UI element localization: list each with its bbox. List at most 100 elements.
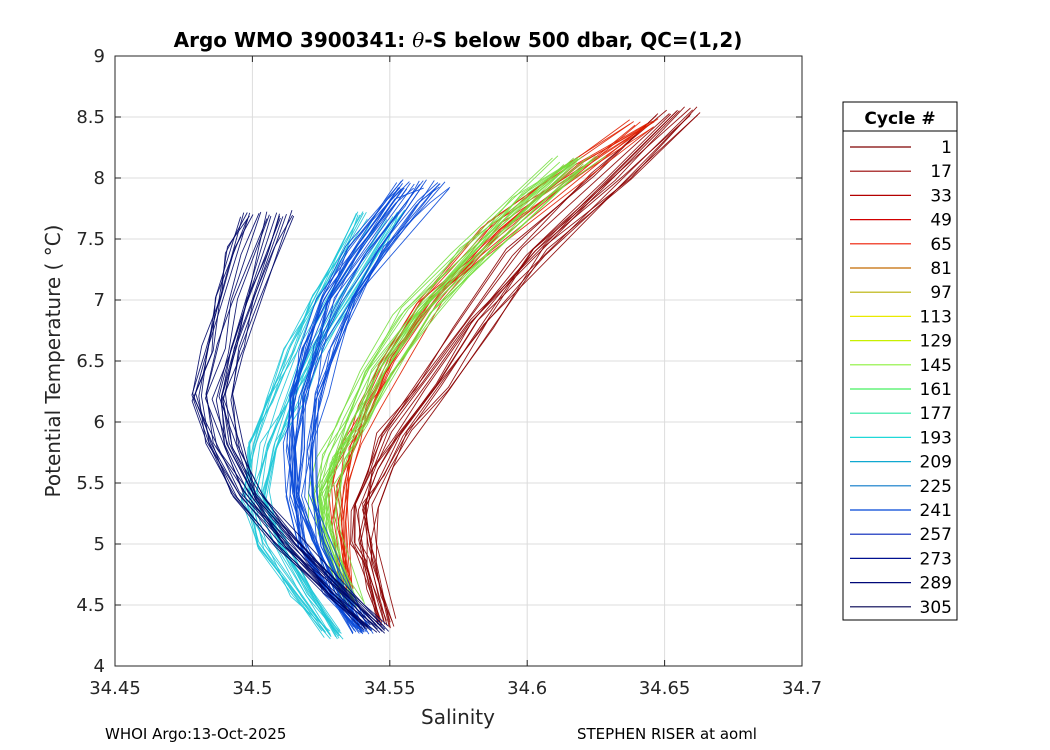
profile-line: [354, 113, 672, 621]
profile-line: [364, 106, 685, 622]
legend-title: Cycle #: [864, 109, 935, 129]
x-tick-label: 34.65: [639, 678, 691, 699]
profile-line: [240, 217, 356, 632]
y-tick-label: 7.5: [76, 229, 105, 250]
profile-line: [191, 216, 369, 628]
legend-entry-label: 241: [920, 501, 952, 521]
profile-line: [375, 112, 701, 629]
legend-entry-label: 257: [920, 525, 952, 545]
chart-title: Argo WMO 3900341: θ-S below 500 dbar, QC…: [174, 28, 743, 52]
profile-line: [243, 214, 359, 635]
legend-entry-label: 33: [930, 186, 952, 206]
x-axis-label: Salinity: [421, 705, 495, 729]
x-tick-label: 34.5: [232, 678, 272, 699]
x-tick-label: 34.7: [782, 678, 822, 699]
profile-line: [358, 110, 677, 625]
x-tick-labels: 34.45 34.5 34.55 34.6 34.65 34.7: [89, 678, 822, 699]
legend-entry-label: 49: [930, 211, 952, 231]
legend-entry-label: 113: [920, 307, 952, 327]
legend-entry-label: 1: [941, 138, 952, 158]
profile-line: [260, 215, 396, 640]
profile-line: [225, 213, 386, 628]
series-group: [307, 155, 607, 610]
legend-entry-label: 209: [920, 453, 952, 473]
footer-right: STEPHEN RISER at aoml: [577, 725, 757, 743]
series-group: [282, 179, 451, 635]
profile-line: [337, 123, 647, 591]
y-tick-label: 7: [94, 290, 105, 311]
profile-line: [232, 213, 386, 634]
profile-line: [354, 115, 657, 626]
y-tick-label: 8.5: [76, 107, 105, 128]
profile-line: [232, 210, 389, 627]
profile-line: [365, 109, 694, 621]
profile-line: [312, 164, 565, 608]
series-group: [350, 106, 701, 629]
footer-left: WHOI Argo:13-Oct-2025: [105, 725, 287, 743]
x-tick-label: 34.55: [364, 678, 416, 699]
profile-line: [222, 216, 381, 626]
profile-line: [311, 185, 438, 629]
profile-line: [325, 155, 591, 603]
plot-frame: [114, 55, 803, 667]
profile-line: [294, 182, 411, 631]
legend-entry-label: 273: [920, 549, 952, 569]
profile-line: [323, 162, 578, 601]
profile-line: [220, 212, 378, 630]
profile-line: [222, 214, 383, 632]
legend-entry-label: 193: [920, 428, 952, 448]
profile-line: [309, 183, 441, 635]
legend-items: 1 17 33 49 65 81 97 113 129 145 161 177 193 209 225 241…: [850, 138, 952, 618]
profile-line: [335, 156, 599, 602]
legend-entry-label: 225: [920, 477, 952, 497]
y-tick-label: 5.5: [76, 473, 105, 494]
legend-entry-label: 177: [920, 404, 952, 424]
chart-title-suffix: -S below 500 dbar, QC=(1,2): [424, 28, 742, 52]
legend: Cycle # 1 17 33 49 65 81 97 113 129 145 161 177 193 2…: [842, 101, 958, 621]
profile-line: [344, 118, 659, 589]
y-axis-label: Potential Temperature ( °C): [41, 225, 65, 498]
profile-line: [298, 180, 420, 632]
profile-line: [317, 158, 579, 608]
y-tick-label: 4.5: [76, 595, 105, 616]
profile-line: [331, 159, 592, 609]
legend-entry-label: 65: [930, 235, 952, 255]
profile-line: [205, 213, 378, 633]
legend-entry-label: 81: [930, 259, 952, 279]
chart-title-symbol: θ: [412, 28, 424, 52]
profile-line: [321, 157, 574, 605]
y-tick-label: 8: [94, 168, 105, 189]
profile-line: [191, 212, 368, 628]
legend-entry-label: 97: [930, 283, 952, 303]
profile-line: [362, 113, 692, 623]
series-group: [191, 210, 390, 634]
profile-line: [314, 183, 440, 634]
profile-line: [325, 158, 577, 609]
profile-line: [230, 215, 390, 632]
legend-entry-label: 129: [920, 332, 952, 352]
y-tick-label: 9: [94, 46, 105, 67]
legend-entry-label: 161: [920, 380, 952, 400]
y-tick-labels: 4 4.5 5 5.5 6 6.5 7 7.5 8 8.5 9: [76, 46, 105, 677]
profile-line: [351, 113, 670, 623]
y-tick-label: 4: [94, 656, 105, 677]
data-curves: [191, 106, 701, 640]
legend-entry-label: 17: [930, 162, 952, 182]
y-tick-label: 6: [94, 412, 105, 433]
legend-entry-label: 145: [920, 356, 952, 376]
profile-line: [204, 211, 370, 629]
chart-title-prefix: Argo WMO 3900341:: [174, 28, 413, 52]
x-tick-label: 34.6: [507, 678, 547, 699]
x-tick-label: 34.45: [89, 678, 141, 699]
profile-line: [318, 155, 559, 605]
profile-line: [353, 109, 667, 624]
profile-line: [363, 107, 691, 628]
profile-line: [371, 106, 698, 619]
legend-entry-label: 289: [920, 574, 952, 594]
y-tick-label: 6.5: [76, 351, 105, 372]
y-tick-label: 5: [94, 534, 105, 555]
profile-line: [263, 210, 405, 640]
profile-line: [311, 188, 450, 626]
legend-entry-label: 305: [920, 598, 952, 618]
